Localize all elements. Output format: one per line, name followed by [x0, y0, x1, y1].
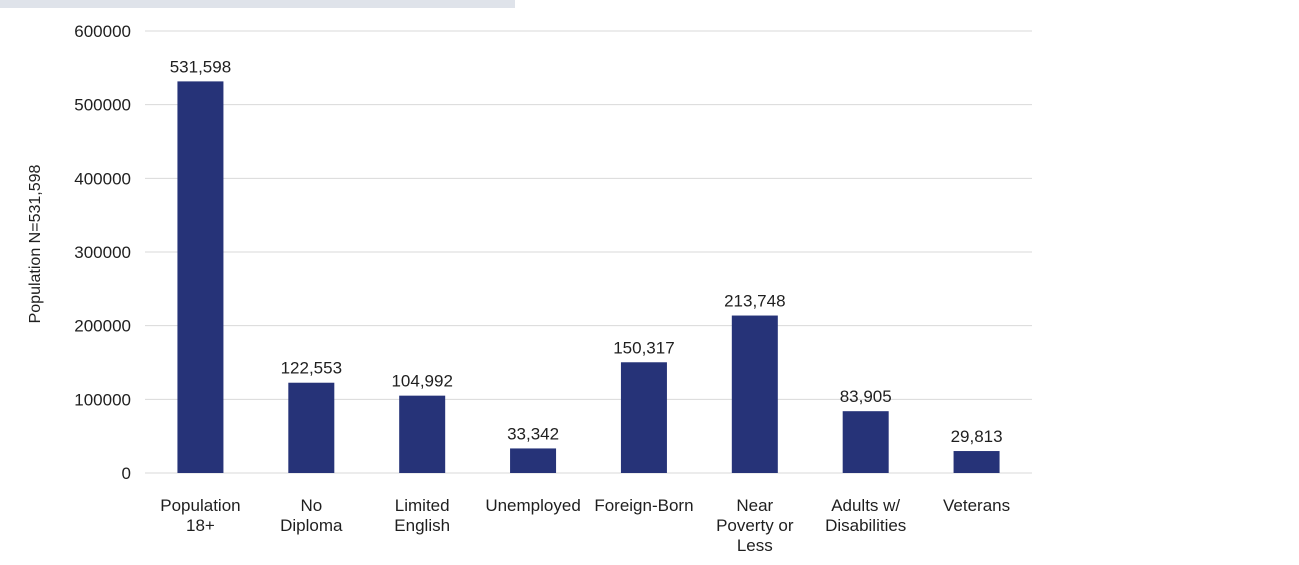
category-label: No Diploma — [280, 496, 343, 535]
category-label-line: Adults w/ — [831, 496, 900, 515]
category-label-line: No — [300, 496, 322, 515]
data-label: 29,813 — [951, 427, 1003, 446]
y-tick-label: 200000 — [74, 317, 131, 336]
y-tick-label: 400000 — [74, 169, 131, 188]
data-label: 213,748 — [724, 292, 785, 311]
category-labels: Population 18+ No Diploma Limited English Unem… — [160, 496, 1010, 555]
y-axis-title: Population N=531,598 — [27, 165, 44, 324]
category-label: Unemployed — [485, 496, 580, 515]
bar — [399, 395, 446, 473]
category-label-line: Unemployed — [485, 496, 580, 515]
bar — [953, 451, 1000, 473]
category-label-line: Limited — [395, 496, 450, 515]
bar — [731, 315, 778, 473]
data-label: 33,342 — [507, 424, 559, 443]
bar — [510, 448, 557, 473]
data-label: 83,905 — [840, 387, 892, 406]
category-label: Near Poverty or Less — [716, 496, 794, 555]
bars — [177, 81, 1000, 474]
category-label-line: 18+ — [186, 516, 215, 535]
category-label: Population 18+ — [160, 496, 240, 535]
data-label: 150,317 — [613, 338, 674, 357]
category-label-line: Diploma — [280, 516, 343, 535]
category-label-line: Poverty or — [716, 516, 794, 535]
category-label-line: Near — [736, 496, 773, 515]
data-label: 122,553 — [281, 359, 342, 378]
category-label-line: Disabilities — [825, 516, 906, 535]
y-tick-label: 500000 — [74, 96, 131, 115]
category-label-line: English — [394, 516, 450, 535]
data-label: 104,992 — [391, 372, 452, 391]
bar — [288, 382, 335, 473]
category-label-line: Foreign-Born — [594, 496, 693, 515]
data-label: 531,598 — [170, 57, 231, 76]
y-tick-label: 0 — [122, 464, 131, 483]
category-label: Adults w/Disabilities — [825, 496, 906, 535]
y-axis-ticks: 0 100000 200000 300000 400000 500000 600000 — [74, 22, 131, 483]
category-label: Foreign-Born — [594, 496, 693, 515]
bar — [842, 411, 889, 473]
category-label-line: Population — [160, 496, 240, 515]
category-label: Veterans — [943, 496, 1010, 515]
bar — [620, 362, 667, 473]
data-labels: 531,598 122,553 104,992 33,342 150,317 213,74… — [170, 57, 1003, 446]
category-label: Limited English — [394, 496, 450, 535]
gridlines — [145, 30, 1032, 474]
category-label-line: Veterans — [943, 496, 1010, 515]
top-strip — [0, 0, 515, 8]
category-label-line: Less — [737, 536, 773, 555]
y-tick-label: 300000 — [74, 243, 131, 262]
y-tick-label: 100000 — [74, 390, 131, 409]
y-tick-label: 600000 — [74, 22, 131, 41]
bar — [177, 81, 224, 474]
